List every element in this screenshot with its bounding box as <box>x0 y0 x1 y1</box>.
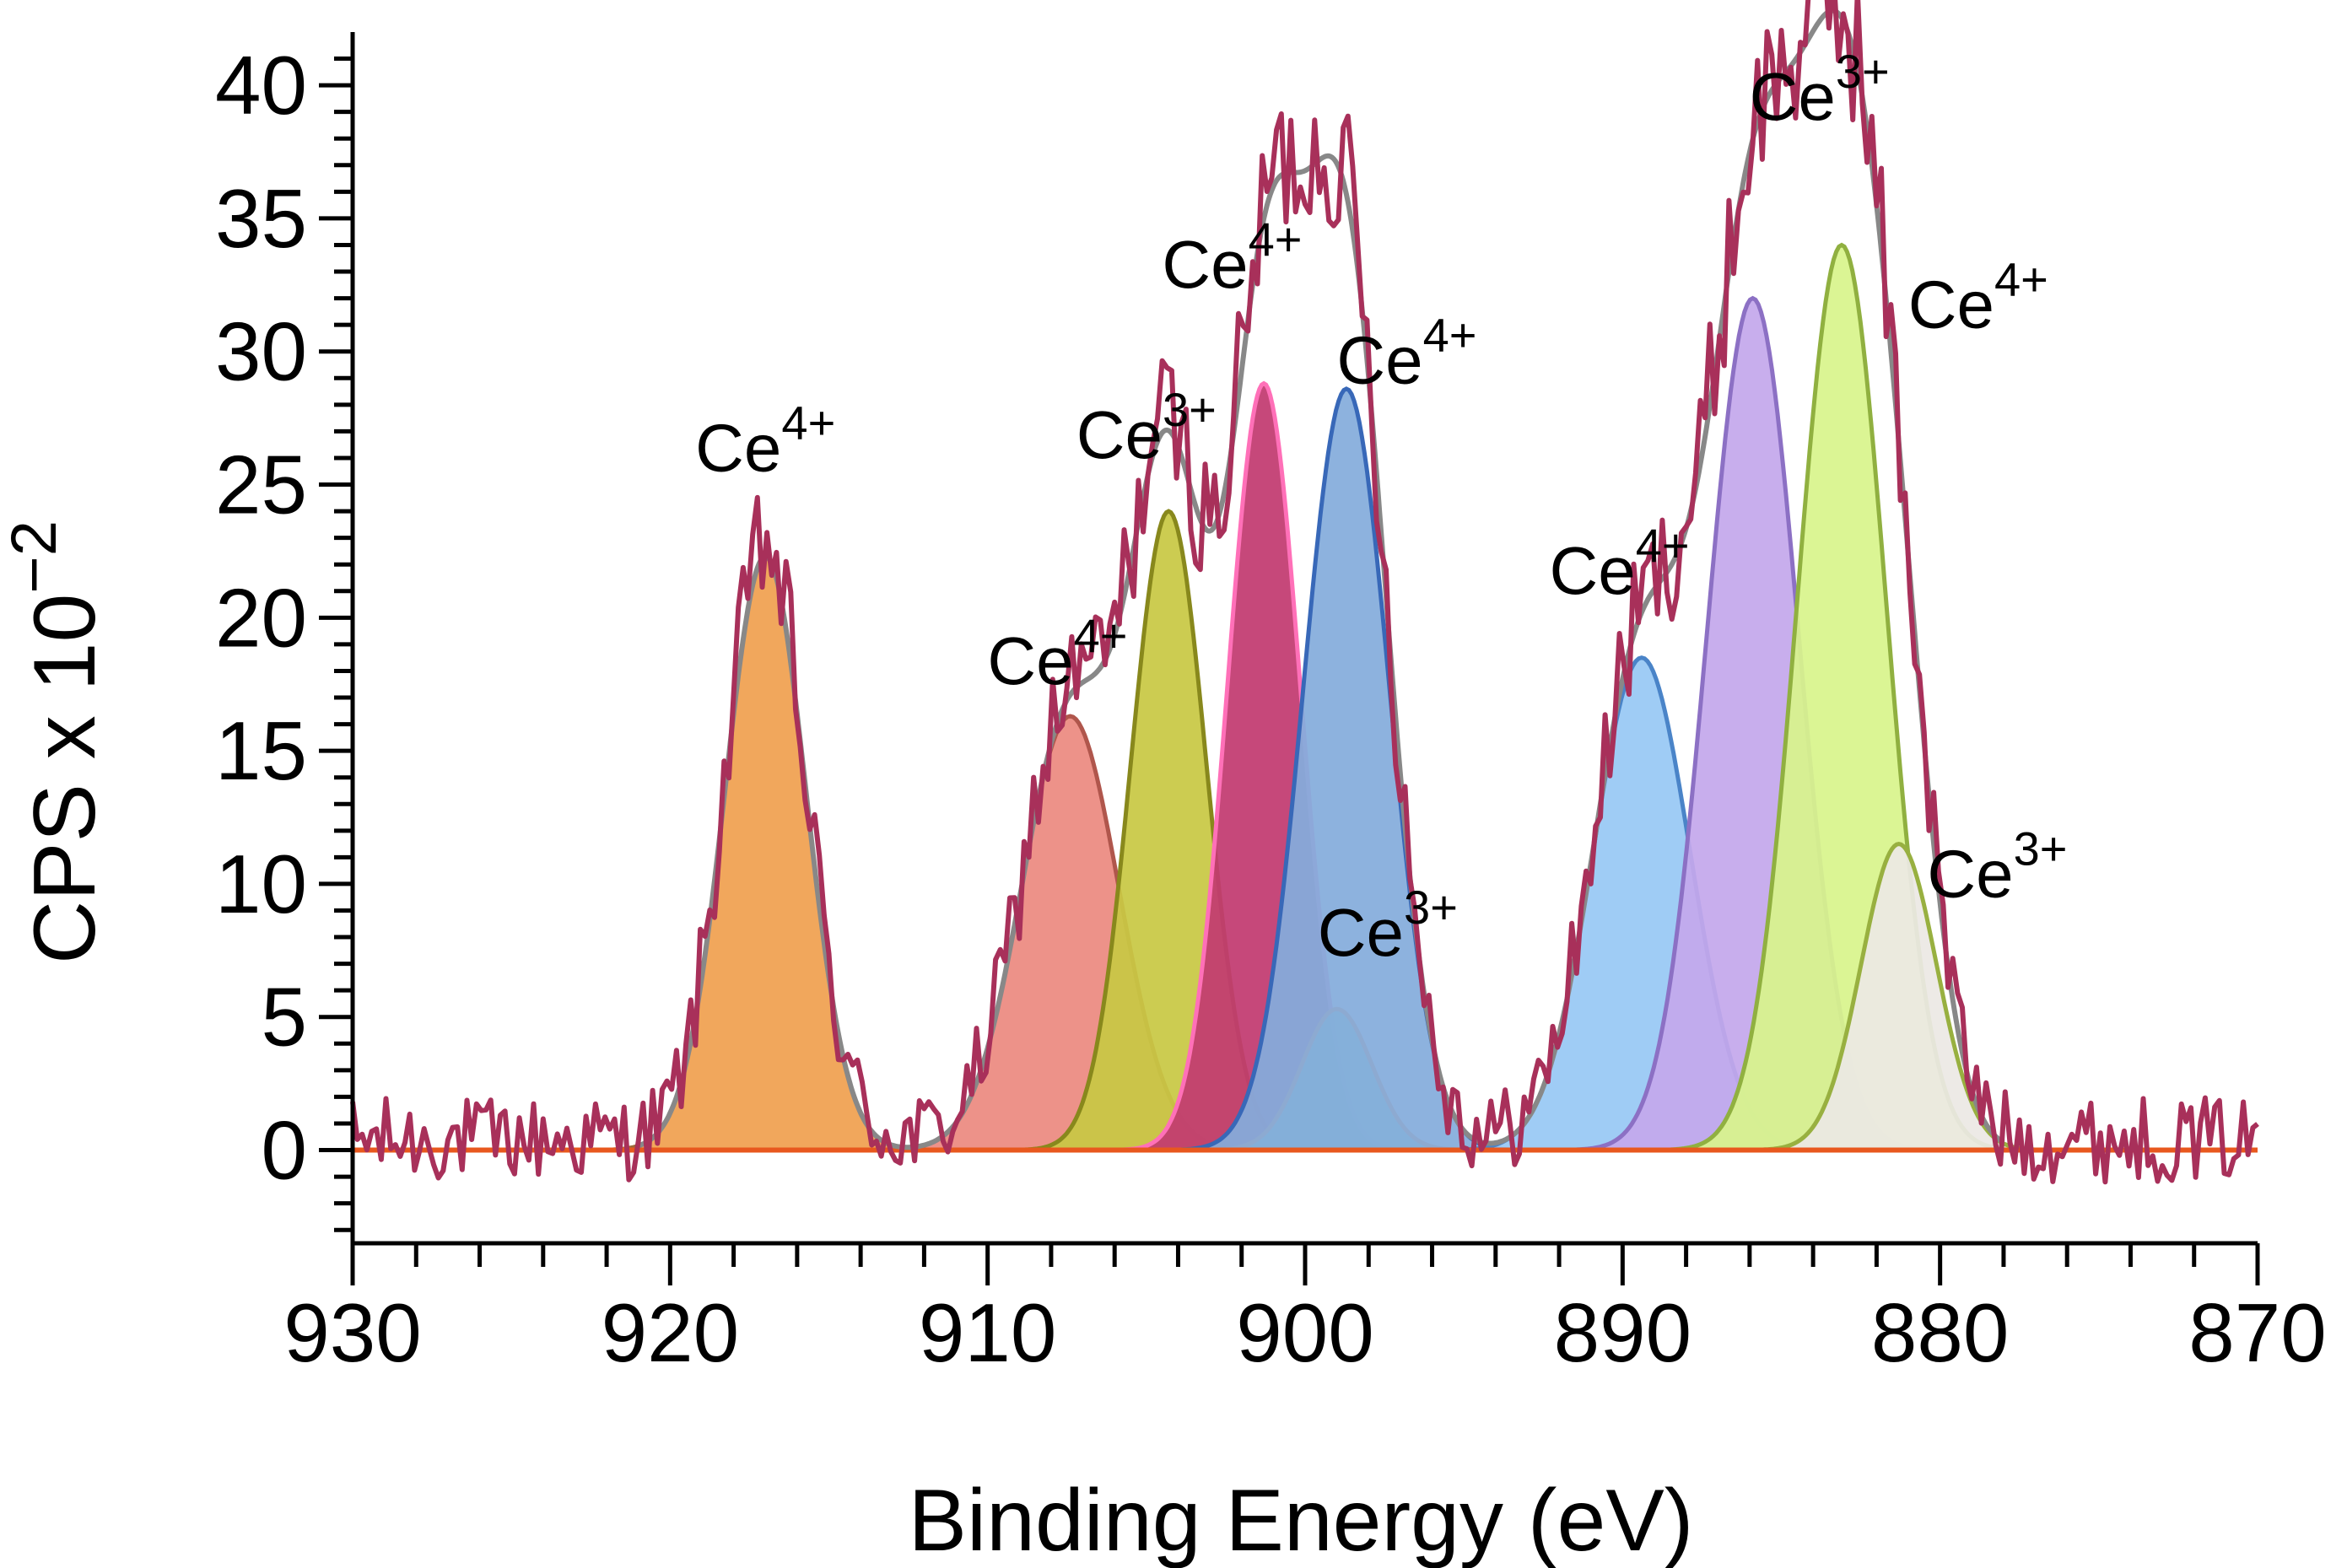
measured-spectrum-line <box>350 0 2259 1185</box>
y-tick-label: 10 <box>215 838 307 930</box>
annotation-base: Ce <box>1908 267 1994 342</box>
y-tick-label: 5 <box>261 971 307 1064</box>
x-tick-label: 900 <box>1236 1286 1374 1379</box>
y-tick-label: 0 <box>261 1104 307 1197</box>
annotation-base: Ce <box>1076 397 1163 472</box>
annotation-base: Ce <box>1318 895 1404 970</box>
annotation-superscript: 4+ <box>1423 309 1477 362</box>
y-tick-label: 35 <box>215 172 307 265</box>
x-tick-label: 930 <box>283 1286 422 1379</box>
annotation-superscript: 4+ <box>781 396 835 450</box>
y-tick-label: 40 <box>215 39 307 132</box>
component-peaks <box>593 242 2058 1152</box>
x-tick-label: 880 <box>1871 1286 2010 1379</box>
annotation-base: Ce <box>1927 837 2013 912</box>
annotation-base: Ce <box>1750 59 1836 134</box>
y-tick-label: 15 <box>215 704 307 797</box>
annotation-superscript: 3+ <box>1163 383 1217 436</box>
annotation-superscript: 4+ <box>1249 213 1303 266</box>
annotation-base: Ce <box>695 411 781 486</box>
annotation-superscript: 4+ <box>1636 519 1690 572</box>
peak-annotation-10: Ce3+ <box>1927 822 2067 912</box>
annotation-superscript: 4+ <box>1994 252 2048 305</box>
peak-annotation-7: Ce4+ <box>1550 519 1690 608</box>
y-tick-label: 30 <box>215 305 307 398</box>
peak-annotation-9: Ce4+ <box>1908 252 2048 342</box>
x-tick-label: 890 <box>1554 1286 1692 1379</box>
annotation-base: Ce <box>1336 323 1422 398</box>
y-tick-label: 25 <box>215 439 307 531</box>
annotation-base: Ce <box>1550 533 1636 608</box>
x-axis-title: Binding Energy (eV) <box>909 1472 1694 1568</box>
measured-layer <box>350 0 2259 1185</box>
peak-annotation-8: Ce3+ <box>1750 45 1890 134</box>
annotation-superscript: 3+ <box>1836 45 1890 98</box>
x-tick-label: 910 <box>919 1286 1057 1379</box>
peak-annotation-5: Ce4+ <box>1336 309 1476 398</box>
y-axis-title: CPS x 10−2 <box>0 520 114 964</box>
annotation-base: Ce <box>987 623 1073 698</box>
x-tick-label: 870 <box>2188 1286 2327 1379</box>
peak-annotation-2: Ce4+ <box>987 609 1127 698</box>
y-axis-title-group: CPS x 10−2 <box>0 520 114 964</box>
annotation-superscript: 3+ <box>1404 881 1458 934</box>
annotation-superscript: 4+ <box>1074 609 1128 662</box>
y-axis-title-base: CPS x 10 <box>16 594 114 964</box>
annotations: Ce4+Ce4+Ce3+Ce4+Ce4+Ce3+Ce4+Ce3+Ce4+Ce3+ <box>695 45 2067 970</box>
peak-annotation-4: Ce4+ <box>1162 213 1302 302</box>
annotation-base: Ce <box>1162 227 1248 302</box>
x-tick-label: 920 <box>602 1286 740 1379</box>
annotation-superscript: 3+ <box>2014 822 2068 876</box>
y-tick-label: 20 <box>215 571 307 664</box>
peak-annotation-6: Ce3+ <box>1318 881 1458 970</box>
y-axis-title-exponent: −2 <box>0 520 70 594</box>
peak-annotation-1: Ce4+ <box>695 396 835 486</box>
component-peak-10 <box>1740 842 2058 1152</box>
axes: 0 5 10 15 20 25 30 35 40 930 920 910 900 890 880 870 <box>215 32 2327 1379</box>
component-peak-1 <box>593 553 938 1152</box>
peak-annotation-3: Ce3+ <box>1076 383 1217 472</box>
